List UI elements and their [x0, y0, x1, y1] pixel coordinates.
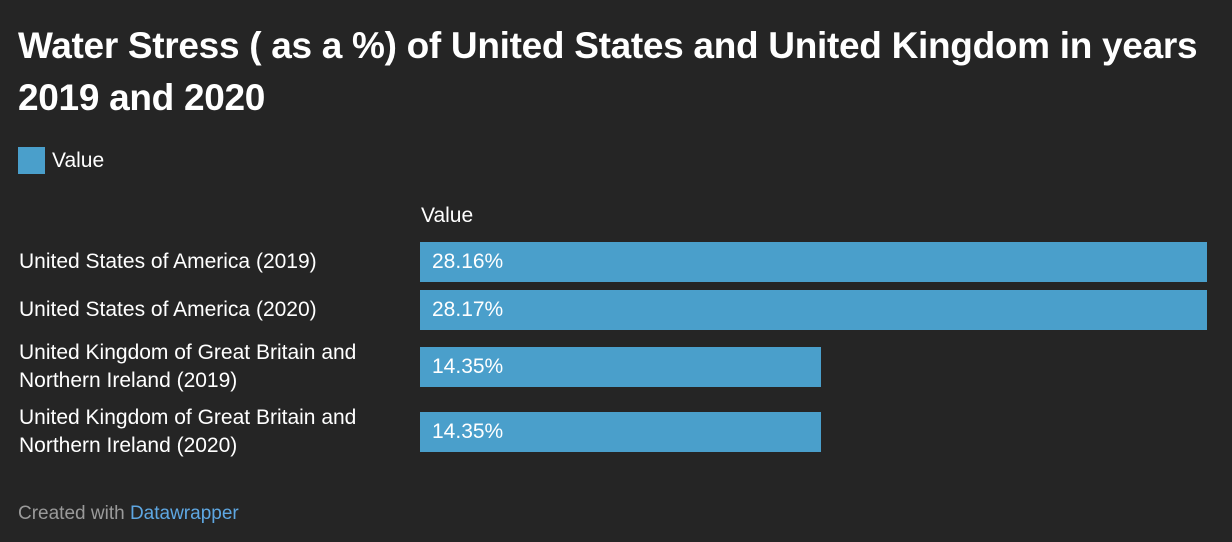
- category-label: United Kingdom of Great Britain and Nort…: [19, 406, 357, 457]
- bar-value-label: 28.17%: [432, 298, 504, 321]
- bar: [420, 290, 1207, 330]
- bar-value-label: 28.16%: [432, 250, 504, 273]
- legend: Value: [18, 147, 104, 174]
- legend-label: Value: [52, 148, 105, 172]
- legend-swatch: [18, 147, 45, 174]
- bar: [420, 242, 1207, 282]
- bar: [420, 412, 821, 452]
- footer-prefix: Created with: [18, 503, 125, 524]
- category-label: United Kingdom of Great Britain and Nort…: [19, 341, 357, 392]
- category-label: United States of America (2019): [19, 250, 317, 273]
- bar-value-label: 14.35%: [432, 355, 504, 378]
- column-header: Value: [421, 204, 474, 227]
- bar-value-label: 14.35%: [432, 420, 504, 443]
- category-label: United States of America (2020): [19, 298, 317, 321]
- chart-title: Water Stress ( as a %) of United States …: [18, 25, 1198, 118]
- datawrapper-link[interactable]: Datawrapper: [129, 503, 239, 524]
- footer: Created with Datawrapper: [18, 503, 239, 525]
- bar: [420, 347, 821, 387]
